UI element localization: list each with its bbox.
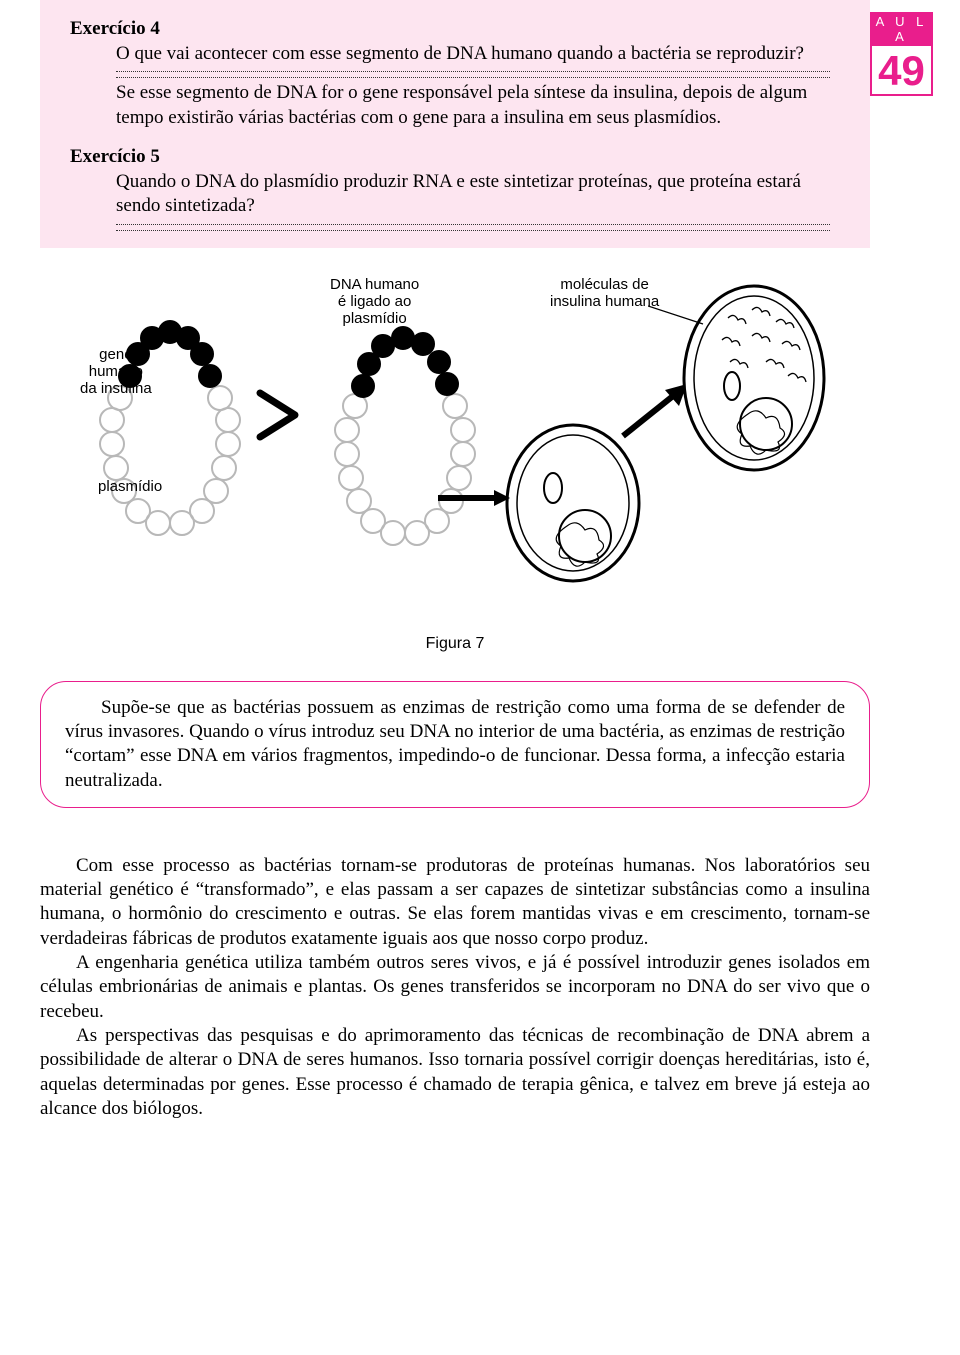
exercises-panel: Exercício 4 O que vai acontecer com esse… [40,0,870,248]
exercise-5-question: Quando o DNA do plasmídio produzir RNA e… [116,171,801,216]
plasmid-left-svg [90,288,250,563]
aula-header: A U L A [870,12,933,46]
label-moleculas: moléculas deinsulina humana [550,276,659,311]
exercise-4-answer: Se esse segmento de DNA for o gene respo… [116,82,807,127]
label-gene-humano: genehumanoda insulina [80,346,152,398]
answer-line [116,77,830,78]
paragraph-2: A engenharia genética utiliza também out… [40,951,870,1024]
label-dna-ligado: DNA humanoé ligado aoplasmídio [330,276,419,328]
arrow-2-svg [438,488,513,508]
exercise-4-question: O que vai acontecer com esse segmento de… [116,43,804,64]
exercise-5-body: Quando o DNA do plasmídio produzir RNA e… [70,170,840,231]
answer-line [116,224,830,225]
answer-line [116,71,830,72]
exercise-4-body: O que vai acontecer com esse segmento de… [70,42,840,130]
arrow-1-svg [255,388,310,443]
exercise-5-title: Exercício 5 [70,146,840,168]
paragraph-1: Com esse processo as bactérias tornam-se… [40,854,870,951]
lesson-sidebar: A U L A 49 [870,12,933,96]
answer-line [116,230,830,231]
exercise-4-title: Exercício 4 [70,18,840,40]
paragraph-3: As perspectivas das pesquisas e do aprim… [40,1024,870,1121]
figure-caption: Figura 7 [40,635,870,653]
figure-7-diagram: genehumanoda insulina plasmídio DNA huma… [40,278,870,653]
lesson-number: 49 [870,46,933,96]
info-box: Supõe-se que as bactérias possuem as enz… [40,681,870,808]
main-body-text: Com esse processo as bactérias tornam-se… [40,854,870,1121]
label-plasmidio: plasmídio [98,478,162,495]
info-box-text: Supõe-se que as bactérias possuem as enz… [65,696,845,793]
plasmid-middle-svg [325,288,485,588]
